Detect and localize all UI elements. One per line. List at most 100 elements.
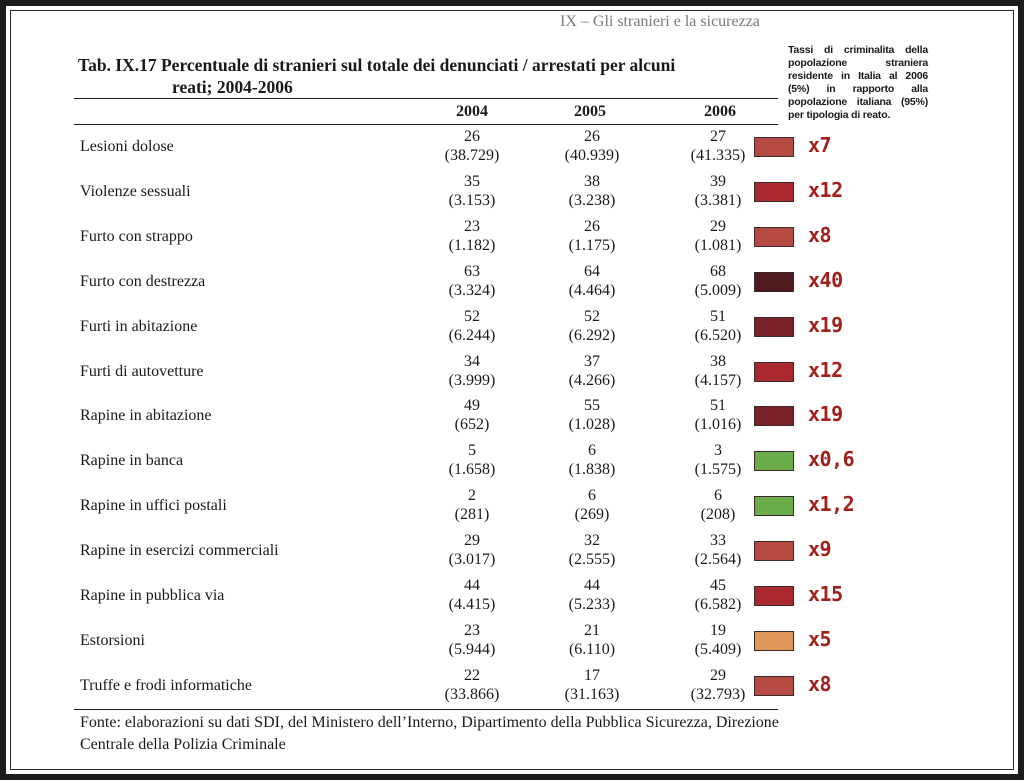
count-value: (3.017) xyxy=(448,551,496,569)
count-value: (5.009) xyxy=(694,281,742,299)
row-label: Rapine in pubblica via xyxy=(80,587,225,604)
cell-2006: 29 (1.081) xyxy=(668,217,768,255)
percent-value: 38 xyxy=(710,352,726,370)
cell-2005: 6 (1.838) xyxy=(542,441,642,479)
cell-2005: 64 (4.464) xyxy=(542,262,642,300)
percent-value: 45 xyxy=(710,577,726,594)
table-row: Lesioni dolose 26 (38.729) 26 (40.939) 27 (41.… xyxy=(0,125,1024,170)
count-value: (6.244) xyxy=(448,326,496,344)
count-value: (208) xyxy=(700,506,736,524)
header-divider xyxy=(74,124,778,125)
count-value: (1.575) xyxy=(694,461,742,479)
cell-2004: 2 (281) xyxy=(422,486,522,524)
cell-2004: 44 (4.415) xyxy=(422,576,522,614)
column-header-2006: 2006 xyxy=(704,103,736,120)
cell-2006: 29 (32.793) xyxy=(668,666,768,704)
count-value: (4.157) xyxy=(694,371,742,389)
row-label: Lesioni dolose xyxy=(80,138,174,155)
percent-value: 64 xyxy=(584,262,600,280)
rate-swatch xyxy=(754,496,794,517)
percent-value: 52 xyxy=(464,307,480,325)
cell-2004: 63 (3.324) xyxy=(422,262,522,300)
count-value: (40.939) xyxy=(564,147,620,164)
percent-value: 3 xyxy=(714,442,722,460)
row-label: Furti di autovetture xyxy=(80,362,204,380)
source-note: Fonte: elaborazioni su dati SDI, del Min… xyxy=(80,714,779,753)
table-row: Furto con destrezza 63 (3.324) 64 (4.464) 68(… xyxy=(0,260,1024,305)
cell-2006: 68 (5.009) xyxy=(668,262,768,300)
row-label: Rapine in abitazione xyxy=(80,407,212,425)
side-note: Tassi di criminalita della popolazione s… xyxy=(788,44,928,121)
cell-2005: 52 (6.292) xyxy=(542,307,642,345)
percent-value: 52 xyxy=(584,307,600,325)
table-row: Furti di autovetture 34 (3.999) 37 (4.266) 38… xyxy=(0,350,1024,395)
count-value: (6.582) xyxy=(694,596,742,613)
cell-2005: 21 (6.110) xyxy=(542,621,642,659)
cell-2006: 27 (41.335) xyxy=(668,127,768,165)
column-header-2004: 2004 xyxy=(456,103,488,120)
cell-2004: 34 (3.999) xyxy=(422,352,522,390)
percent-value: 32 xyxy=(584,532,600,550)
rate-swatch xyxy=(754,361,794,382)
cell-2006: 51 (6.520) xyxy=(668,307,768,345)
percent-value: 39 xyxy=(710,172,726,190)
column-header-2005: 2005 xyxy=(574,103,606,120)
percent-value: 2 xyxy=(468,487,476,505)
rate-factor: x8 xyxy=(808,671,832,696)
percent-value: 22 xyxy=(464,666,480,684)
rate-swatch xyxy=(754,406,794,427)
percent-value: 38 xyxy=(584,172,600,190)
count-value: (38.729) xyxy=(444,147,500,164)
count-value: (5.409) xyxy=(694,640,742,658)
count-value: (5.233) xyxy=(568,596,616,613)
row-label: Furto con strappo xyxy=(80,227,193,245)
percent-value: 33 xyxy=(710,532,726,550)
count-value: (4.266) xyxy=(568,371,616,389)
cell-2004: 35 (3.153) xyxy=(422,172,522,210)
cell-2006: 33 (2.564) xyxy=(668,531,768,569)
row-label: Rapine in esercizi commerciali xyxy=(80,542,279,560)
count-value: (33.866) xyxy=(444,685,500,703)
percent-value: 63 xyxy=(464,262,480,280)
page-header: IX – Gli stranieri e la sicurezza xyxy=(560,13,760,30)
rate-swatch xyxy=(754,316,794,337)
cell-2004: 49 (652) xyxy=(422,396,522,434)
rate-factor: x8 xyxy=(808,222,832,247)
percent-value: 34 xyxy=(464,352,480,370)
rate-swatch xyxy=(754,675,794,696)
count-value: (1.175) xyxy=(568,236,616,254)
count-value: (4.415) xyxy=(448,596,496,613)
percent-value: 35 xyxy=(464,172,480,190)
cell-2005: 17 (31.163) xyxy=(542,666,642,704)
rate-factor: x1,2 xyxy=(808,492,855,517)
percent-value: 68 xyxy=(710,262,726,280)
percent-value: 6 xyxy=(714,487,722,505)
count-value: (32.793) xyxy=(690,685,746,703)
count-value: (652) xyxy=(454,416,490,434)
cell-2004: 22 (33.866) xyxy=(422,666,522,704)
count-value: (1.182) xyxy=(448,236,496,254)
percent-value: 55 xyxy=(584,397,600,415)
percent-value: 29 xyxy=(710,666,726,684)
table-row: Furti in abitazione 52 (6.244) 52 (6.292) 51(… xyxy=(0,305,1024,350)
rate-factor: x19 xyxy=(808,312,843,337)
percent-value: 44 xyxy=(464,577,480,594)
rate-swatch xyxy=(754,541,794,562)
rate-factor: x7 xyxy=(808,133,832,157)
percent-value: 51 xyxy=(710,307,726,325)
table-row: Furto con strappo 23 (1.182) 26 (1.175) 29 (1.… xyxy=(0,215,1024,260)
cell-2006: 45 (6.582) xyxy=(668,576,768,614)
table-row: Violenze sessuali 35 (3.153) 38 (3.238) 39 (3.… xyxy=(0,170,1024,215)
row-label: Rapine in uffici postali xyxy=(80,497,227,515)
percent-value: 19 xyxy=(710,621,726,639)
table-title: Tab. IX.17 Percentuale di stranieri sul … xyxy=(78,54,778,98)
rate-swatch xyxy=(754,271,794,292)
cell-2005: 38 (3.238) xyxy=(542,172,642,210)
cell-2006: 51 (1.016) xyxy=(668,396,768,434)
count-value: (1.081) xyxy=(694,236,742,254)
table-title-line2: reati; 2004-2006 xyxy=(172,77,293,97)
count-value: (1.028) xyxy=(568,416,616,434)
rate-factor: x9 xyxy=(808,537,832,562)
table-row: Estorsioni 23 (5.944) 21 (6.110) 19 (5.409) x5 xyxy=(0,619,1024,664)
count-value: (1.016) xyxy=(694,416,742,434)
